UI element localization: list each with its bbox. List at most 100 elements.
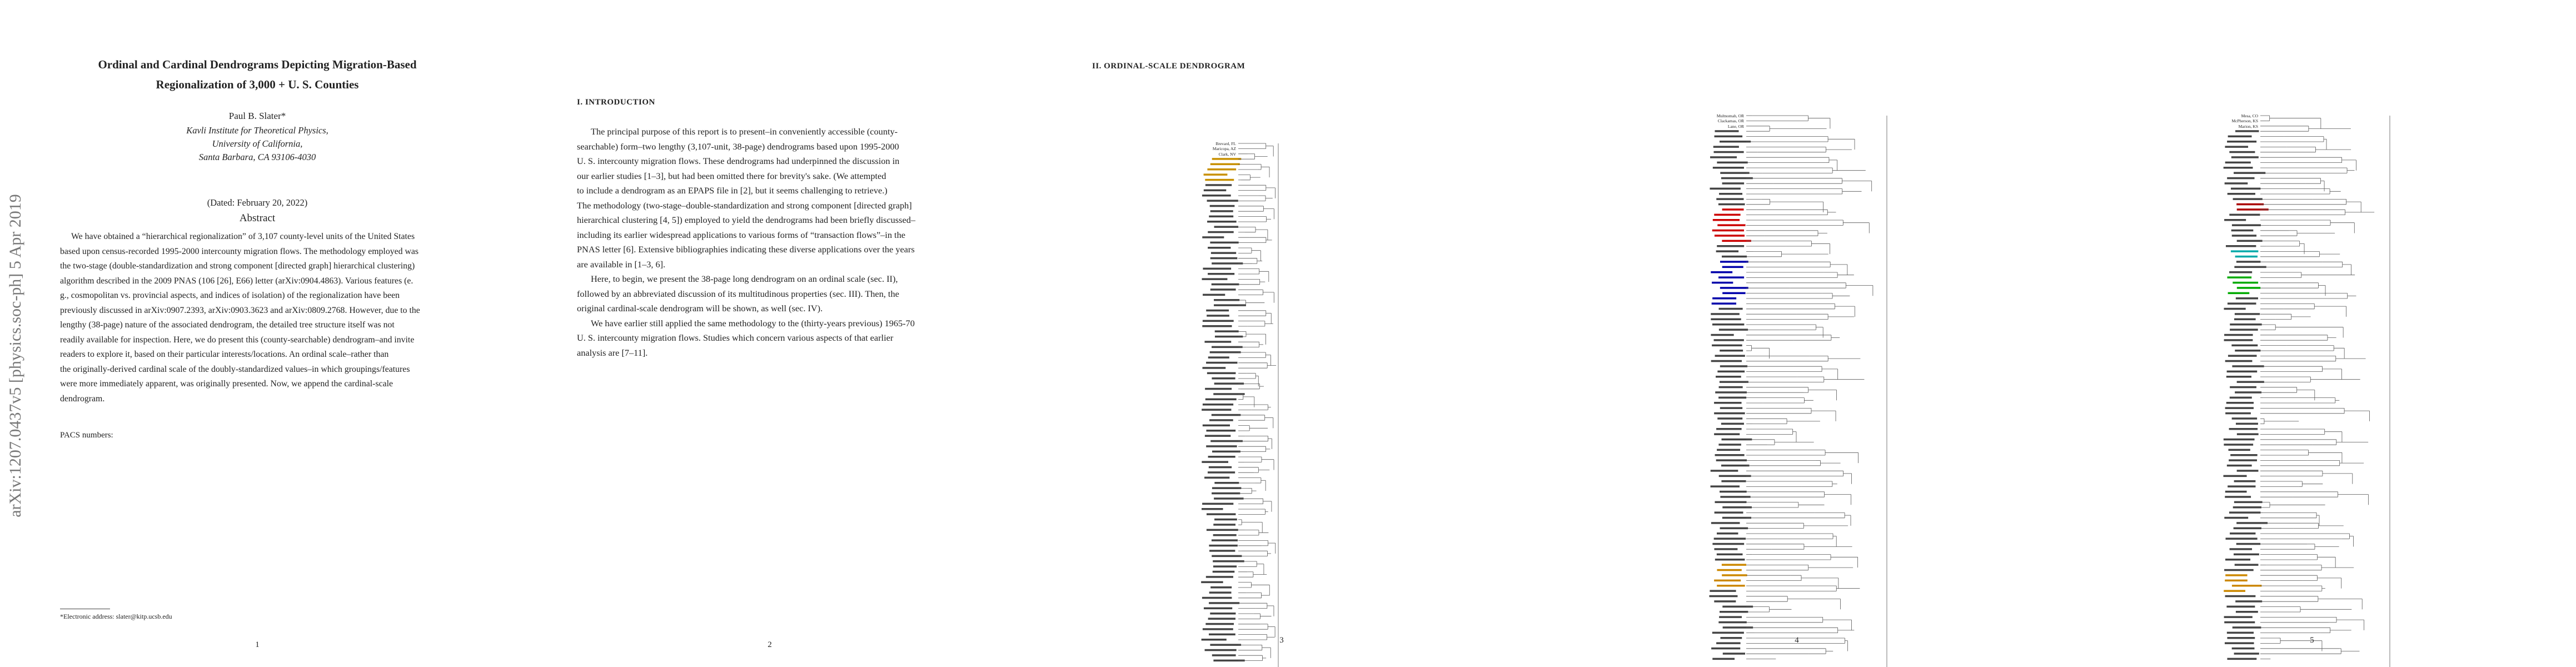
label-text xyxy=(2224,334,2253,336)
page-number: 4 xyxy=(1795,636,1799,645)
county-label: Clark, NV xyxy=(1218,151,1236,157)
abstract-line: previously discussed in arXiv:0907.2393,… xyxy=(60,305,420,315)
label-text xyxy=(2231,585,2262,587)
label-text xyxy=(1713,339,1744,341)
label-text xyxy=(1721,464,1750,467)
label-text xyxy=(2230,532,2256,535)
label-text xyxy=(2224,182,2248,185)
label-text xyxy=(2229,396,2252,399)
label-text xyxy=(1717,224,1746,226)
label-text xyxy=(1712,219,1740,221)
page-number: 2 xyxy=(768,640,772,649)
label-text xyxy=(1204,435,1231,437)
label-text xyxy=(1712,297,1737,300)
label-text xyxy=(1720,261,1748,263)
label-text xyxy=(1214,299,1240,301)
label-text xyxy=(1212,346,1243,349)
label-text xyxy=(1712,658,1735,660)
county-label: Clackamas, OR xyxy=(1717,118,1744,124)
label-text xyxy=(1213,565,1237,568)
label-text xyxy=(1711,522,1740,524)
abstract-line: readers to explore it, based on their pa… xyxy=(60,350,389,359)
label-text xyxy=(1209,215,1234,218)
label-text xyxy=(2226,631,2254,634)
label-text xyxy=(1209,205,1235,207)
abstract-line: We have obtained a “hierarchical regiona… xyxy=(71,232,415,241)
label-text xyxy=(2230,328,2258,331)
label-text xyxy=(2234,501,2263,504)
label-text xyxy=(1721,564,1746,566)
label-text xyxy=(1718,203,1745,206)
label-text xyxy=(1210,252,1237,254)
label-text xyxy=(1714,213,1741,216)
label-text xyxy=(1208,273,1235,275)
abstract-line: were more immediately apparent, was orig… xyxy=(60,379,393,389)
label-text xyxy=(1711,360,1742,362)
paragraph-line: The principal purpose of this report is … xyxy=(591,126,898,137)
label-text xyxy=(2233,527,2261,530)
label-text xyxy=(2233,553,2259,556)
label-text xyxy=(2228,135,2252,138)
label-text xyxy=(1209,544,1238,547)
paragraph-line: are available in [1–3, 6]. xyxy=(577,258,666,270)
label-text xyxy=(1204,476,1230,479)
label-text xyxy=(1722,626,1753,629)
county-label: Maricopa, AZ xyxy=(1212,146,1236,152)
label-text xyxy=(2235,391,2262,394)
label-text xyxy=(1717,370,1745,373)
label-text xyxy=(2229,271,2253,273)
label-text xyxy=(1203,293,1225,296)
label-text xyxy=(2224,307,2246,310)
paragraph-line: original cardinal-scale dendrogram will … xyxy=(577,303,823,313)
label-text xyxy=(2228,292,2250,295)
label-text xyxy=(1722,240,1751,242)
label-text xyxy=(2235,600,2263,603)
paragraph-line: hierarchical clustering [4, 5]) employed… xyxy=(577,215,915,225)
label-text xyxy=(1715,355,1745,357)
label-text xyxy=(1212,450,1240,453)
label-text xyxy=(2225,496,2251,498)
label-text xyxy=(1714,600,1736,603)
label-text xyxy=(1208,231,1234,233)
label-text xyxy=(2232,626,2261,629)
label-text xyxy=(1212,654,1236,656)
abstract-line: the two-stage (double-standardization an… xyxy=(60,261,415,271)
label-text xyxy=(2224,569,2254,571)
label-text xyxy=(1712,281,1733,284)
label-text xyxy=(1717,532,1738,535)
label-text xyxy=(2223,438,2255,441)
label-text xyxy=(2228,449,2250,451)
label-text xyxy=(2235,255,2258,258)
label-text xyxy=(1717,585,1745,587)
label-text xyxy=(2227,302,2256,305)
label-text xyxy=(1213,534,1237,536)
label-text xyxy=(2229,459,2257,461)
label-text xyxy=(2230,250,2259,252)
label-text xyxy=(2229,428,2258,430)
label-text xyxy=(2225,595,2256,598)
label-text xyxy=(2224,616,2253,618)
label-text xyxy=(1214,304,1246,306)
label-text xyxy=(1206,529,1238,531)
label-text xyxy=(2224,590,2245,592)
label-text xyxy=(2226,376,2252,378)
label-text xyxy=(1206,309,1229,312)
label-text xyxy=(1718,621,1747,624)
label-text xyxy=(1202,325,1232,327)
label-text xyxy=(1716,459,1747,461)
page-number: 1 xyxy=(255,640,260,649)
label-text xyxy=(2225,360,2253,362)
label-text xyxy=(1214,335,1243,338)
label-text xyxy=(2231,647,2255,650)
label-text xyxy=(2235,350,2261,352)
label-text xyxy=(2235,130,2259,132)
label-text xyxy=(1202,596,1232,599)
label-text xyxy=(2235,297,2258,300)
label-text xyxy=(1206,513,1236,515)
label-text xyxy=(1712,323,1745,326)
label-text xyxy=(2227,637,2255,639)
label-text xyxy=(2234,172,2266,174)
label-text xyxy=(1208,356,1229,359)
label-text xyxy=(1716,642,1741,644)
label-text xyxy=(2226,370,2258,373)
